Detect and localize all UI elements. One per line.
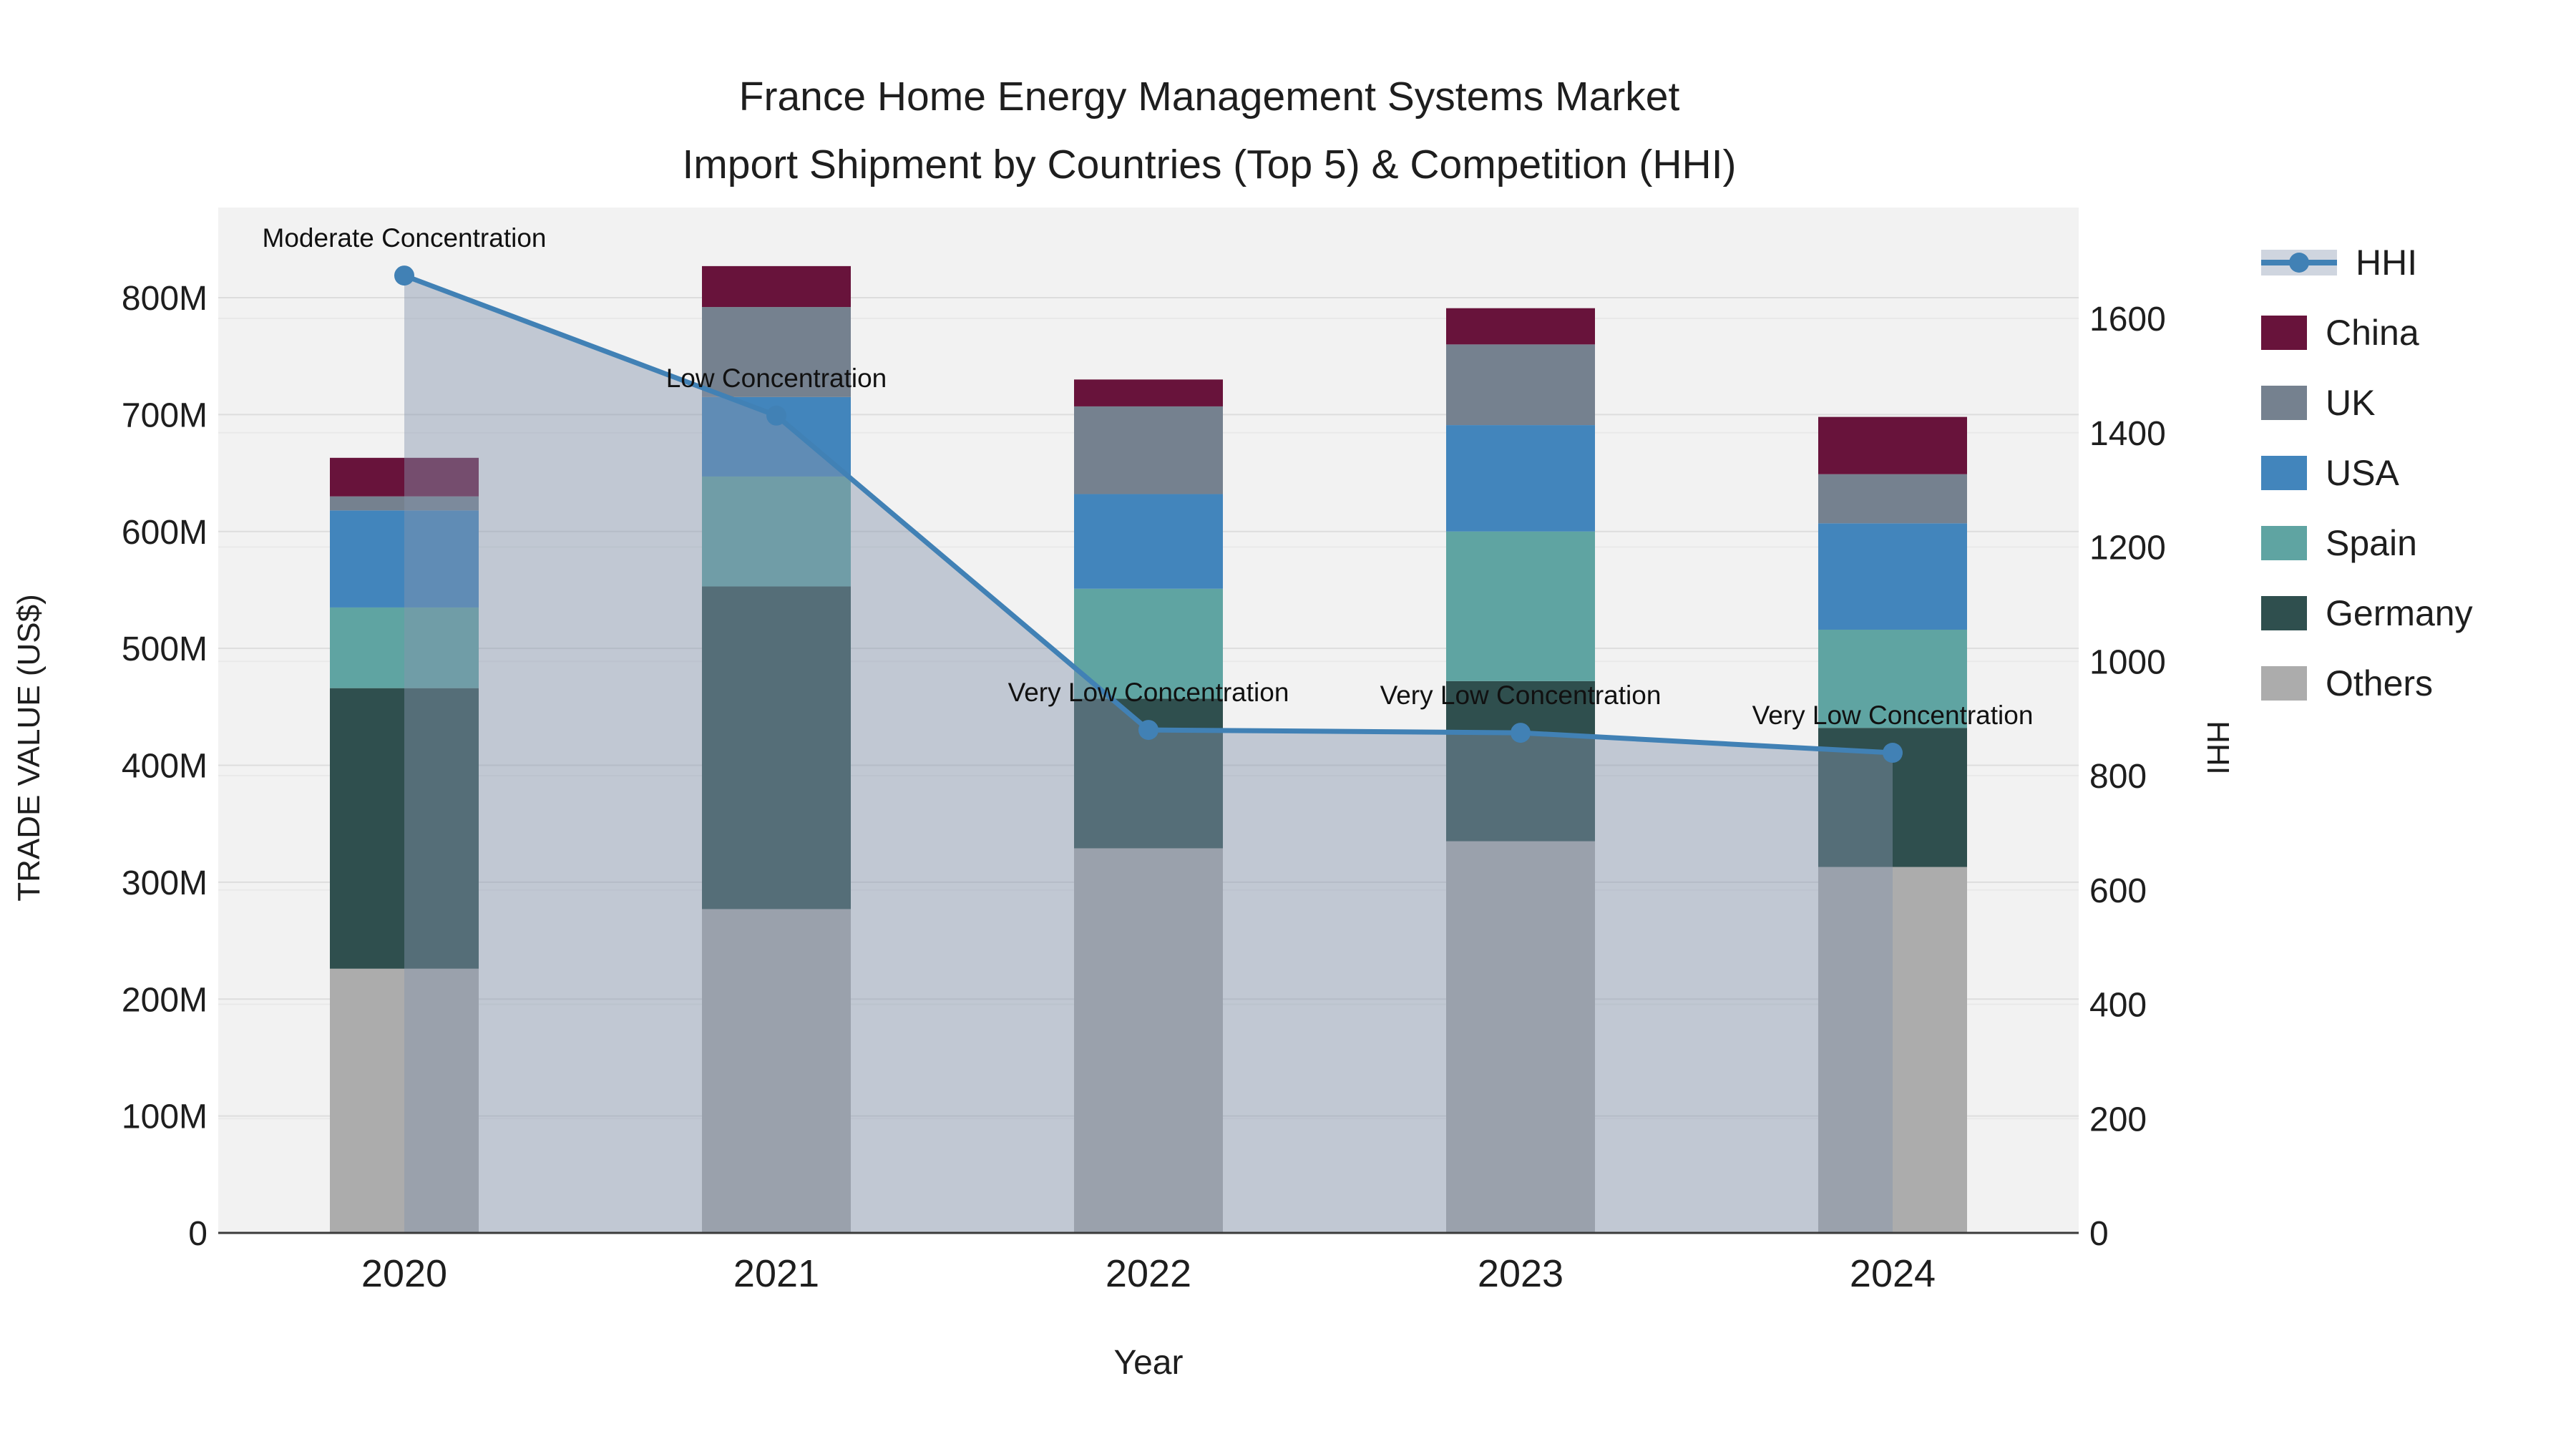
bar-segment-germany-2023 <box>1446 680 1595 841</box>
hhi-marker-2022 <box>1138 720 1158 741</box>
legend: HHI China UK USA Spain Germany Others <box>2261 228 2473 718</box>
bar-segment-germany-2020 <box>330 688 479 969</box>
annotation-2023: Very Low Concentration <box>1380 680 1662 710</box>
hhi-marker-2021 <box>766 405 786 426</box>
y-right-tick: 800 <box>2089 758 2147 796</box>
bar-segment-germany-2021 <box>702 586 851 909</box>
y-right-tick: 1000 <box>2089 643 2166 681</box>
annotation-2021: Low Concentration <box>666 364 887 393</box>
bar-segment-others-2020 <box>330 968 479 1233</box>
hhi-marker-2024 <box>1883 743 1903 763</box>
bar-segment-usa-2023 <box>1446 425 1595 532</box>
y-right-tick: 600 <box>2089 872 2147 910</box>
y-right-tick: 1200 <box>2089 530 2166 567</box>
bar-segment-uk-2021 <box>702 307 851 397</box>
legend-item-usa[interactable]: USA <box>2261 438 2473 508</box>
x-tick-2021: 2021 <box>733 1252 819 1295</box>
bar-segment-others-2022 <box>1074 848 1223 1233</box>
bar-segment-usa-2024 <box>1818 523 1967 630</box>
y-left-tick: 700M <box>122 396 208 434</box>
y-left-tick: 0 <box>188 1215 208 1253</box>
legend-swatch-others <box>2261 666 2307 701</box>
x-tick-2020: 2020 <box>361 1252 447 1295</box>
legend-label-germany: Germany <box>2326 593 2473 633</box>
annotation-2024: Very Low Concentration <box>1752 701 2034 730</box>
bar-segment-china-2020 <box>330 457 479 497</box>
legend-hhi-line-sample <box>2261 250 2337 275</box>
legend-swatch-spain <box>2261 526 2307 560</box>
bar-segment-usa-2020 <box>330 510 479 608</box>
x-tick-2022: 2022 <box>1106 1252 1191 1295</box>
legend-item-china[interactable]: China <box>2261 298 2473 368</box>
bar-segment-china-2024 <box>1818 416 1967 474</box>
bar-segment-spain-2024 <box>1818 629 1967 728</box>
bar-segment-uk-2024 <box>1818 474 1967 524</box>
legend-swatch-china <box>2261 316 2307 350</box>
bar-segment-uk-2023 <box>1446 344 1595 426</box>
legend-item-spain[interactable]: Spain <box>2261 508 2473 578</box>
legend-label-china: China <box>2326 313 2419 353</box>
bar-segment-uk-2020 <box>330 496 479 511</box>
hhi-marker-2020 <box>394 265 414 286</box>
bar-segment-china-2023 <box>1446 308 1595 345</box>
y-left-axis-title: TRADE VALUE (US$) <box>11 594 47 902</box>
legend-label-spain: Spain <box>2326 523 2417 563</box>
y-right-tick: 1600 <box>2089 301 2166 338</box>
y-right-axis-title: HHI <box>2200 721 2235 775</box>
legend-swatch-usa <box>2261 456 2307 490</box>
y-right-tick: 200 <box>2089 1101 2147 1138</box>
legend-label-others: Others <box>2326 663 2434 703</box>
y-left-tick: 800M <box>122 280 208 318</box>
legend-item-others[interactable]: Others <box>2261 648 2473 718</box>
legend-item-hhi[interactable]: HHI <box>2261 228 2473 298</box>
bar-segment-others-2023 <box>1446 841 1595 1233</box>
y-left-tick: 200M <box>122 981 208 1019</box>
bar-segment-usa-2022 <box>1074 494 1223 589</box>
x-tick-2023: 2023 <box>1478 1252 1563 1295</box>
bar-segment-spain-2022 <box>1074 588 1223 699</box>
annotation-2020: Moderate Concentration <box>263 223 547 253</box>
x-axis-title: Year <box>1114 1344 1184 1382</box>
legend-swatch-uk <box>2261 386 2307 420</box>
y-right-tick: 1400 <box>2089 415 2166 453</box>
hhi-area <box>404 275 1893 1233</box>
y-left-tick: 100M <box>122 1098 208 1136</box>
chart-title: France Home Energy Management Systems Ma… <box>218 63 2200 199</box>
legend-label-usa: USA <box>2326 453 2399 493</box>
y-right-tick: 0 <box>2089 1215 2109 1253</box>
bar-segment-spain-2023 <box>1446 531 1595 681</box>
hhi-marker-2023 <box>1511 723 1531 743</box>
y-right-tick: 400 <box>2089 987 2147 1025</box>
legend-swatch-germany <box>2261 596 2307 630</box>
y-left-tick: 500M <box>122 630 208 668</box>
legend-label-uk: UK <box>2326 383 2376 423</box>
bar-segment-china-2021 <box>702 265 851 308</box>
bar-segment-others-2021 <box>702 909 851 1233</box>
legend-item-uk[interactable]: UK <box>2261 368 2473 438</box>
x-tick-2024: 2024 <box>1850 1252 1936 1295</box>
bar-segment-spain-2020 <box>330 607 479 688</box>
y-left-tick: 400M <box>122 748 208 786</box>
chart-title-line2: Import Shipment by Countries (Top 5) & C… <box>682 142 1737 187</box>
y-left-tick: 600M <box>122 514 208 552</box>
legend-label-hhi: HHI <box>2356 243 2418 283</box>
y-left-tick: 300M <box>122 864 208 902</box>
chart-title-line1: France Home Energy Management Systems Ma… <box>738 74 1680 119</box>
bar-segment-spain-2021 <box>702 476 851 587</box>
bar-segment-uk-2022 <box>1074 406 1223 494</box>
annotation-2022: Very Low Concentration <box>1008 678 1289 707</box>
bar-segment-others-2024 <box>1818 867 1967 1233</box>
bar-segment-china-2022 <box>1074 379 1223 406</box>
legend-item-germany[interactable]: Germany <box>2261 578 2473 648</box>
